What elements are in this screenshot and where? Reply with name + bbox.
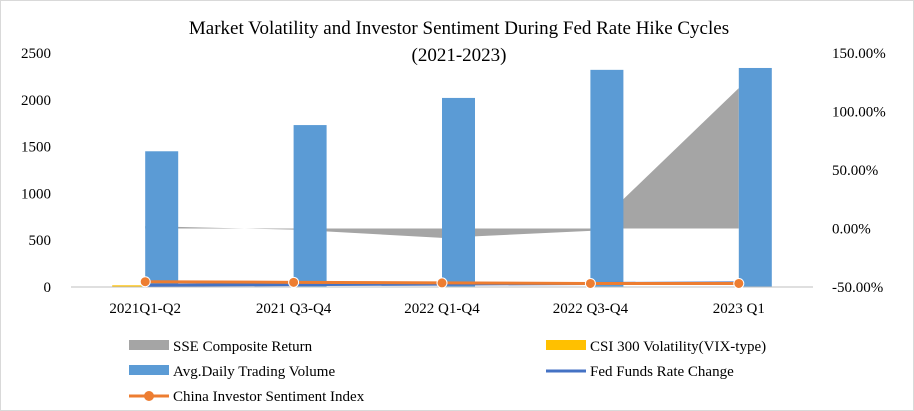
bar-1-0 (145, 151, 179, 287)
right-tick-label: 150.00% (832, 46, 886, 62)
legend-label: China Investor Sentiment Index (173, 389, 365, 405)
legend-label: Fed Funds Rate Change (590, 364, 734, 380)
legend-label: SSE Composite Return (173, 339, 313, 355)
legend-label: CSI 300 Volatility(VIX-type) (590, 339, 766, 355)
left-tick-label: 2000 (21, 93, 51, 109)
legend-label: Avg.Daily Trading Volume (173, 364, 335, 380)
x-tick-label: 2021 Q3-Q4 (256, 301, 332, 317)
left-tick-label: 500 (29, 233, 52, 249)
sentiment-marker-2 (436, 277, 448, 289)
right-tick-label: 100.00% (832, 105, 886, 121)
bar-1-4 (738, 67, 772, 287)
x-tick-label: 2023 Q1 (713, 301, 765, 317)
area-sse-composite-return (145, 88, 739, 238)
bar-1-2 (442, 97, 475, 287)
x-tick-label: 2022 Q1-Q4 (404, 301, 480, 317)
bar-0-0 (112, 285, 146, 287)
left-tick-label: 1000 (21, 186, 51, 202)
sentiment-marker-3 (584, 277, 596, 289)
legend-swatch (546, 340, 586, 350)
plot-area: 0 500 1000 1500 2000 2500 -50.00% 0.00% 50.00% 10… (21, 46, 886, 317)
bar-1-3 (590, 69, 624, 288)
sentiment-marker-1 (288, 276, 300, 288)
right-tick-label: 0.00% (832, 222, 871, 238)
x-tick-label: 2021Q1-Q2 (109, 301, 181, 317)
left-tick-label: 2500 (21, 46, 51, 62)
legend: SSE Composite Return CSI 300 Volatility(V… (129, 339, 766, 405)
sentiment-marker-0 (139, 276, 151, 288)
right-tick-label: 50.00% (832, 163, 878, 179)
left-tick-label: 1500 (21, 140, 51, 156)
left-tick-label: 0 (44, 280, 52, 296)
chart-title: Market Volatility and Investor Sentiment… (189, 18, 729, 39)
sentiment-marker-4 (733, 277, 745, 289)
chart-subtitle: (2021-2023) (412, 45, 507, 66)
bar-1-1 (293, 125, 327, 288)
x-tick-label: 2022 Q3-Q4 (553, 301, 629, 317)
legend-swatch (129, 365, 169, 375)
right-tick-label: -50.00% (832, 280, 883, 296)
legend-swatch (129, 340, 169, 350)
legend-marker (144, 391, 154, 401)
